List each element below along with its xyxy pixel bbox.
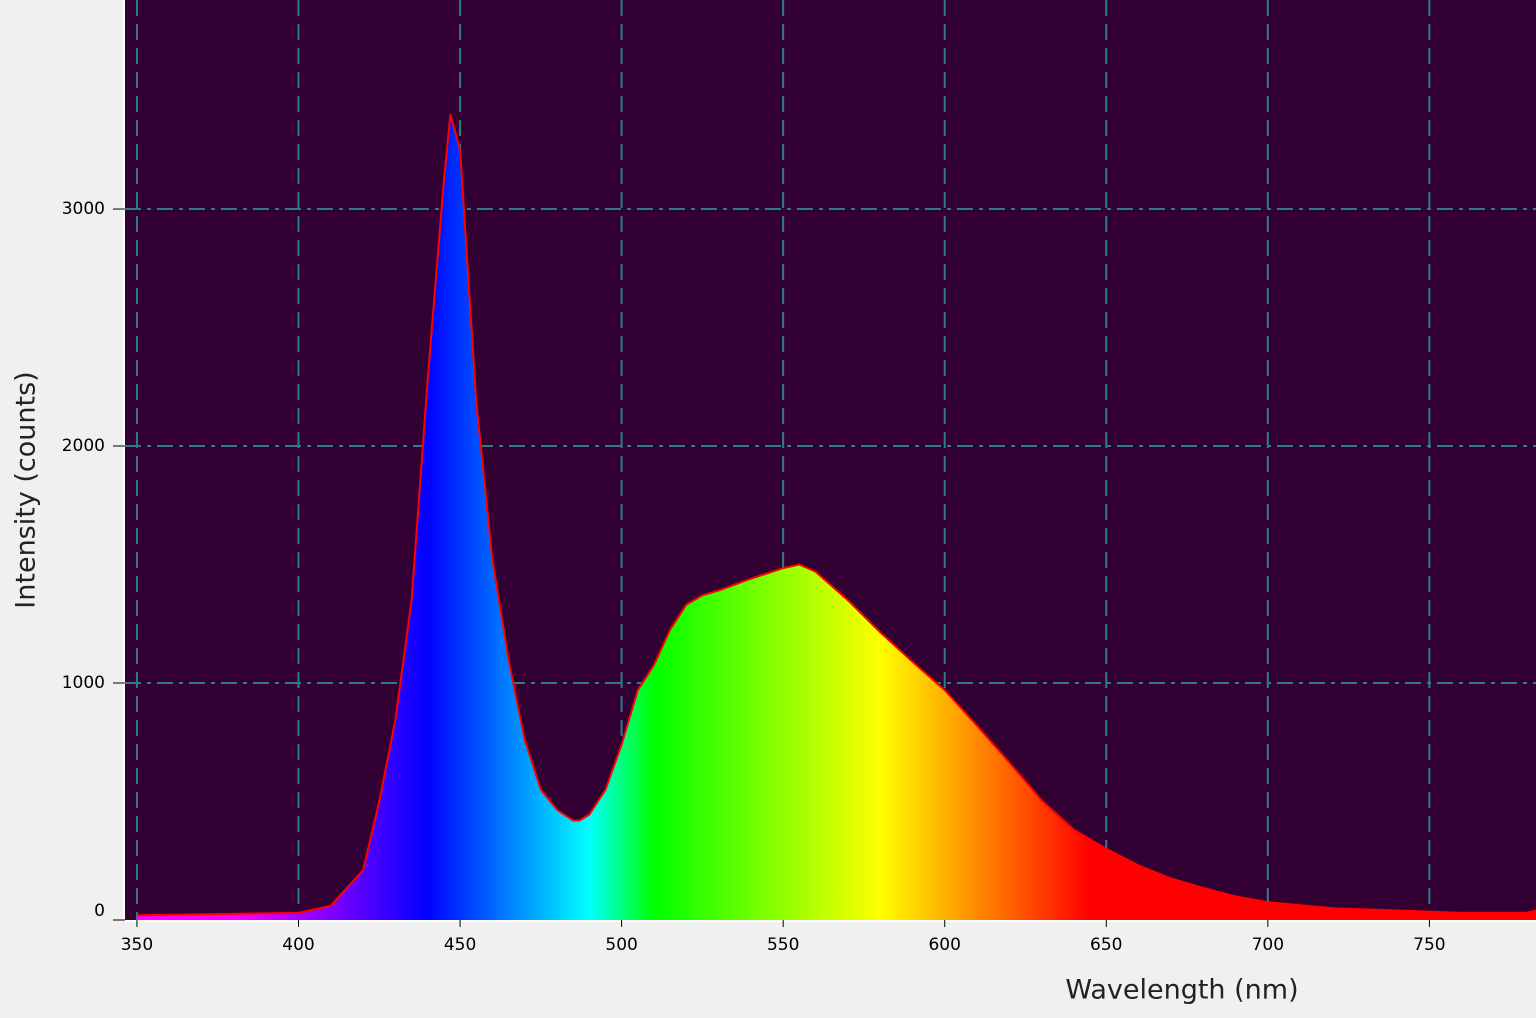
x-tick-label: 550 bbox=[767, 935, 799, 955]
x-axis-title: Wavelength (nm) bbox=[1065, 975, 1298, 1006]
y-tick-label: 0 bbox=[94, 901, 105, 921]
y-axis-title: Intensity (counts) bbox=[11, 371, 42, 608]
x-tick-label: 750 bbox=[1413, 935, 1445, 955]
spectrum-line bbox=[136, 113, 1536, 917]
x-tick-label: 650 bbox=[1090, 935, 1122, 955]
y-tick-label: 2000 bbox=[62, 436, 105, 456]
y-tick-label: 1000 bbox=[62, 673, 105, 693]
x-tick-label: 400 bbox=[282, 935, 314, 955]
y-tick-label: 3000 bbox=[62, 199, 105, 219]
marks bbox=[136, 113, 1536, 920]
x-tick-label: 450 bbox=[444, 935, 476, 955]
spectrum-area bbox=[137, 114, 1536, 920]
x-tick-label: 700 bbox=[1252, 935, 1284, 955]
x-tick-label: 600 bbox=[928, 935, 960, 955]
x-tick-label: 500 bbox=[605, 935, 637, 955]
x-tick-label: 350 bbox=[121, 935, 153, 955]
